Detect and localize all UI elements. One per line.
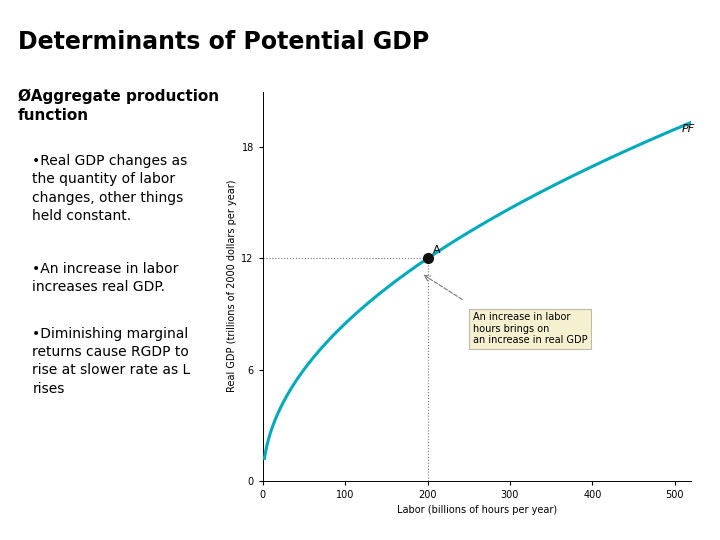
Text: ØAggregate production
function: ØAggregate production function — [18, 89, 219, 123]
Y-axis label: Real GDP (trillions of 2000 dollars per year): Real GDP (trillions of 2000 dollars per … — [228, 180, 237, 393]
Text: •Real GDP changes as
the quantity of labor
changes, other things
held constant.: •Real GDP changes as the quantity of lab… — [32, 154, 188, 223]
Text: Determinants of Potential GDP: Determinants of Potential GDP — [18, 30, 429, 53]
Text: •An increase in labor
increases real GDP.: •An increase in labor increases real GDP… — [32, 262, 179, 294]
Text: A: A — [433, 245, 440, 255]
Text: •Diminishing marginal
returns cause RGDP to
rise at slower rate as L
rises: •Diminishing marginal returns cause RGDP… — [32, 327, 191, 396]
Text: An increase in labor
hours brings on
an increase in real GDP: An increase in labor hours brings on an … — [473, 312, 588, 346]
X-axis label: Labor (billions of hours per year): Labor (billions of hours per year) — [397, 505, 557, 515]
Text: PF: PF — [681, 124, 694, 134]
